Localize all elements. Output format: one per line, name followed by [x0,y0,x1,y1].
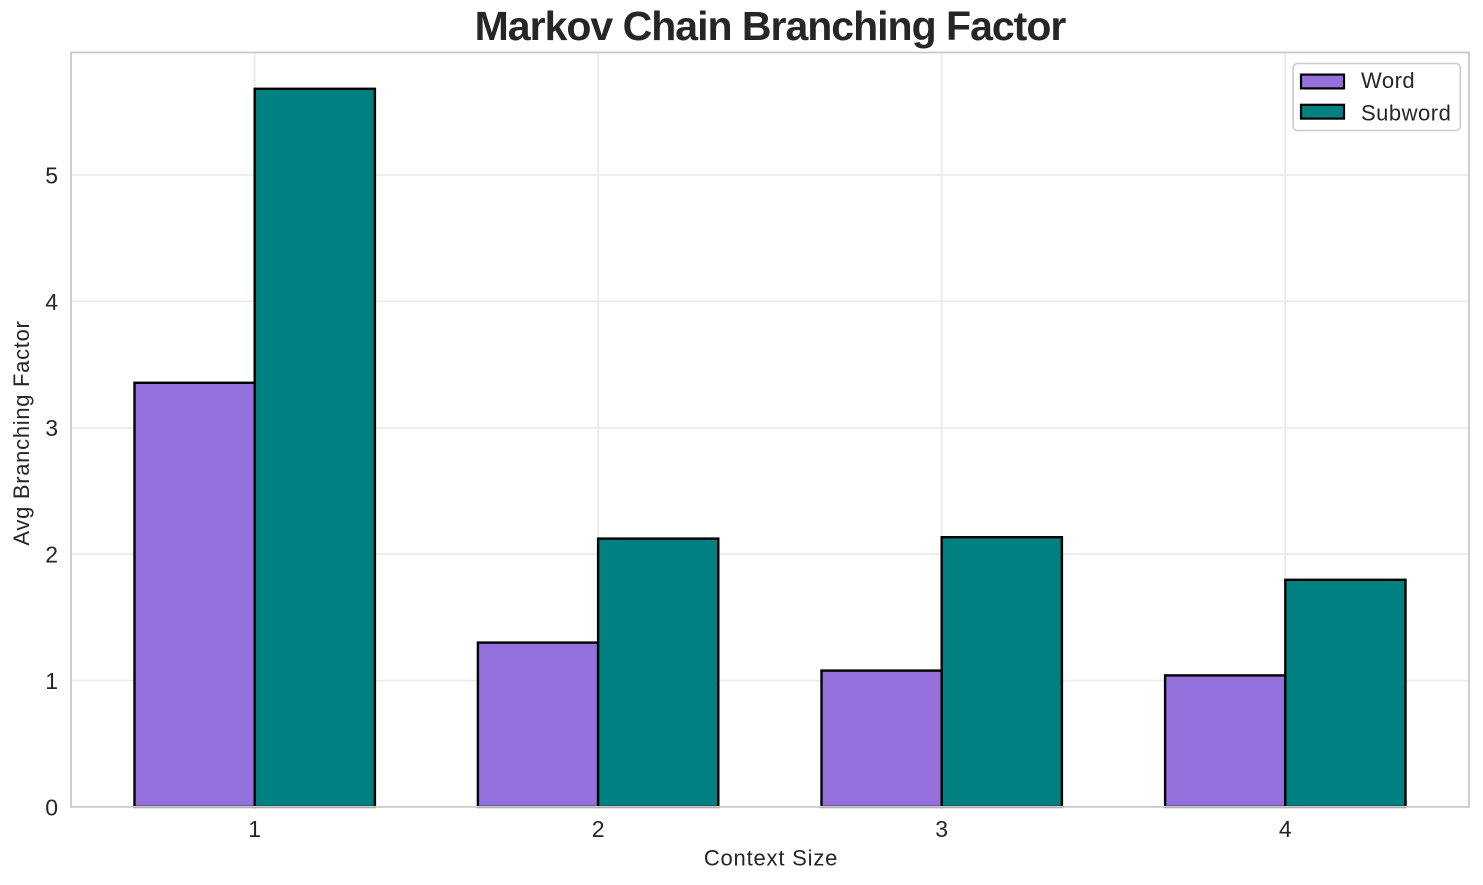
svg-text:0: 0 [45,794,58,820]
svg-text:5: 5 [45,162,58,188]
svg-text:1: 1 [248,816,261,842]
svg-text:Markov Chain Branching Factor: Markov Chain Branching Factor [475,3,1067,49]
svg-text:4: 4 [1279,816,1292,842]
svg-text:Subword: Subword [1361,100,1451,125]
svg-text:2: 2 [592,816,605,842]
svg-text:Avg Branching Factor: Avg Branching Factor [9,320,34,545]
svg-text:3: 3 [935,816,948,842]
svg-text:1: 1 [45,668,58,694]
svg-text:4: 4 [45,289,58,315]
svg-text:3: 3 [45,415,58,441]
svg-text:2: 2 [45,542,58,568]
svg-text:Word: Word [1361,68,1415,93]
svg-text:Context Size: Context Size [704,846,838,871]
